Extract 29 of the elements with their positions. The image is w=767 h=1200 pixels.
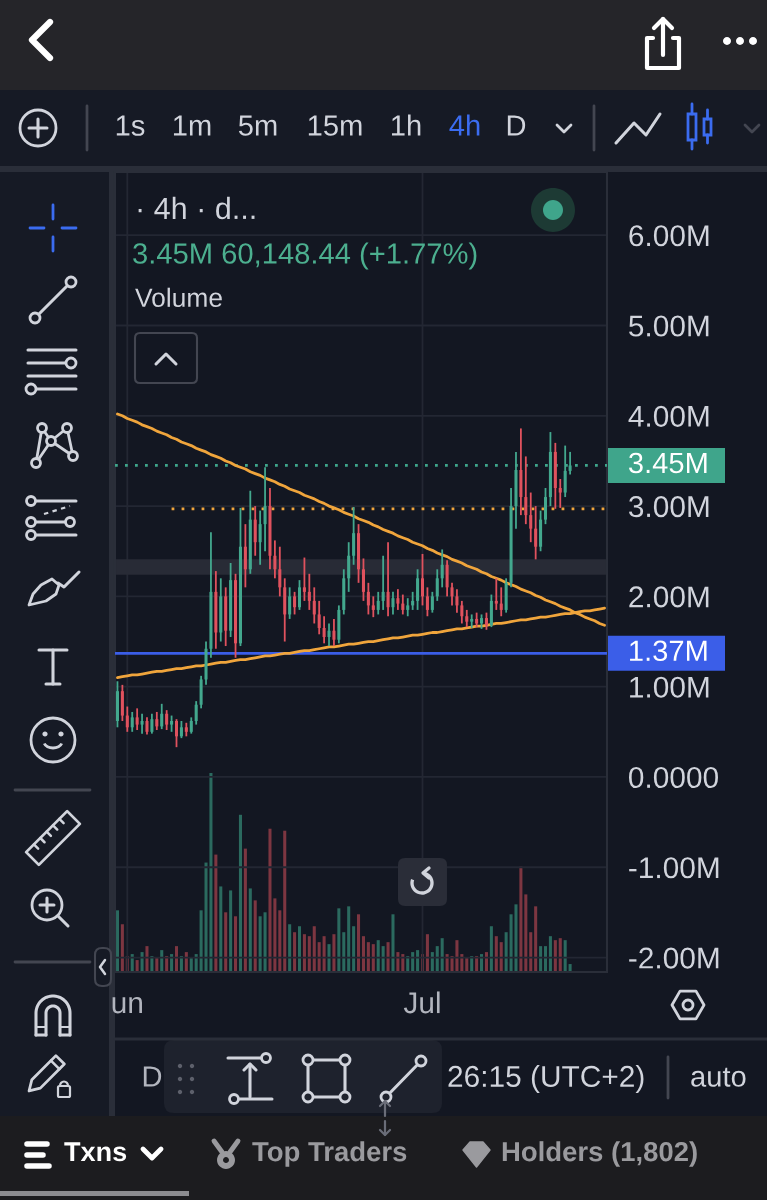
text: Top Traders — [252, 1141, 407, 1167]
text: 3.45M 60,148.44 (+1.77%) — [133, 242, 477, 270]
text: 1s — [116, 115, 145, 136]
text: 1m — [173, 115, 211, 136]
y-tick-label: 5.00M — [629, 315, 709, 337]
y-tick-label: -2.00M — [629, 947, 719, 969]
ref-line-label: 3.45M — [628, 452, 707, 474]
text: D — [507, 115, 526, 136]
y-tick-label: 1.00M — [630, 676, 709, 698]
text: 5m — [238, 115, 277, 136]
chart-title: Volume — [135, 287, 222, 308]
y-tick-label: 4.00M — [628, 405, 709, 427]
y-tick-label: 2.00M — [629, 586, 709, 608]
text: 1h — [392, 114, 421, 136]
x-tick-label: un — [112, 997, 142, 1014]
x-tick-label: Jul — [403, 991, 440, 1014]
y-tick-label: 0.0000 — [629, 766, 718, 789]
y-tick-label: 6.00M — [629, 225, 709, 247]
text: Holders (1,802) — [502, 1141, 697, 1167]
y-tick-label: -1.00M — [629, 857, 719, 879]
text: 26:15 (UTC+2) — [448, 1065, 644, 1093]
text: D — [143, 1066, 162, 1087]
y-tick-label: 3.00M — [628, 496, 709, 518]
text: Txns — [64, 1142, 127, 1162]
text: auto — [691, 1067, 746, 1087]
ref-line-label: 1.37M — [630, 640, 707, 662]
text: 15m — [308, 115, 362, 136]
text: 4h — [449, 114, 480, 136]
text: · 4h · d... — [138, 196, 255, 220]
